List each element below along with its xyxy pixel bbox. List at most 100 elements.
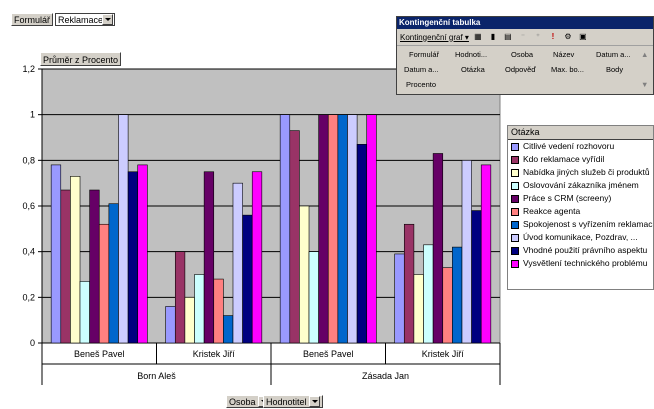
pivot-chart-menu[interactable]: Kontingenční graf ▾ xyxy=(400,32,469,42)
bar xyxy=(394,253,405,344)
group-label: Born Aleš xyxy=(137,371,176,381)
y-tick-label: 0,6 xyxy=(22,201,35,211)
bar xyxy=(174,251,186,344)
format-report-icon[interactable]: ▦ xyxy=(474,32,482,41)
pivot-table-icon[interactable]: ▤ xyxy=(504,32,512,41)
chevron-down-icon[interactable] xyxy=(308,396,320,407)
toolbar-field[interactable]: Název xyxy=(553,50,575,59)
toolbar-field[interactable]: Odpověď xyxy=(505,65,536,74)
bar xyxy=(251,171,263,344)
toolbar-field[interactable]: Osoba xyxy=(511,50,534,59)
legend-swatch xyxy=(511,194,519,203)
legend-item: Reakce agenta xyxy=(508,205,653,218)
legend-label: Kdo reklamace vyřídil xyxy=(523,154,605,164)
bar xyxy=(60,189,71,344)
bar xyxy=(50,164,62,344)
legend-swatch xyxy=(511,142,519,151)
bar xyxy=(70,176,81,344)
legend-swatch xyxy=(511,220,519,229)
bar xyxy=(308,251,319,344)
bar xyxy=(98,223,110,344)
bar xyxy=(165,306,176,344)
scroll-down-icon[interactable]: ▼ xyxy=(641,80,649,89)
field-list-icon[interactable]: ▣ xyxy=(579,32,587,41)
bar xyxy=(442,267,453,344)
bar xyxy=(356,144,368,344)
legend-swatch xyxy=(511,155,519,164)
bar xyxy=(213,278,224,344)
legend-item: Práce s CRM (screeny) xyxy=(508,192,653,205)
bar xyxy=(318,114,329,344)
y-tick-label: 0,4 xyxy=(22,247,35,257)
x-tick-label: Kristek Jiří xyxy=(193,349,236,359)
legend-item: Vysvětlení technického problému xyxy=(508,257,653,270)
bar xyxy=(279,114,291,344)
bar xyxy=(242,214,253,344)
bar xyxy=(413,274,424,344)
chart-wizard-icon[interactable]: ▮ xyxy=(490,32,496,41)
chevron-down-icon[interactable] xyxy=(102,14,113,25)
legend-swatch xyxy=(511,233,519,242)
row-field-hodnotitel[interactable]: Hodnotitel xyxy=(263,395,323,408)
toolbar-title: Kontingenční tabulka xyxy=(397,17,653,29)
legend-swatch xyxy=(511,168,519,177)
bar xyxy=(118,114,129,344)
legend-label: Citlivé vedení rozhovoru xyxy=(523,141,615,151)
bar xyxy=(232,182,243,344)
legend-swatch xyxy=(511,207,519,216)
toolbar-field[interactable]: Otázka xyxy=(461,65,485,74)
x-tick-label: Beneš Pavel xyxy=(74,349,125,359)
toolbar-field[interactable]: Datum a... xyxy=(404,65,439,74)
y-tick-label: 1,2 xyxy=(22,64,35,74)
hide-detail-icon[interactable]: ⁻ xyxy=(520,32,526,41)
bar xyxy=(403,223,415,344)
toolbar-row: Kontingenční graf ▾ ▦ ▮ ▤ ⁻ ⁺ ! ⚙ ▣ xyxy=(397,29,653,46)
legend-swatch xyxy=(511,246,519,255)
toolbar-field[interactable]: Datum a... xyxy=(596,50,631,59)
legend-item: Vhodné použití právního aspektu xyxy=(508,244,653,257)
toolbar-field[interactable]: Max. bo... xyxy=(551,65,584,74)
bar xyxy=(461,160,472,344)
bar xyxy=(203,171,215,344)
bar xyxy=(452,246,463,344)
bar xyxy=(480,164,492,344)
filter-value-select[interactable]: Reklamace xyxy=(55,13,115,26)
legend-swatch xyxy=(511,259,519,268)
field-settings-icon[interactable]: ⚙ xyxy=(564,32,572,41)
row-field-osoba-label: Osoba xyxy=(229,397,256,407)
toolbar-field[interactable]: Procento xyxy=(406,80,437,89)
x-tick-label: Kristek Jiří xyxy=(422,349,465,359)
bar xyxy=(366,114,377,344)
bar xyxy=(347,114,358,344)
bar xyxy=(289,130,300,344)
show-detail-icon[interactable]: ⁺ xyxy=(535,32,541,41)
filter-field-button[interactable]: Formulář xyxy=(11,13,54,26)
bar xyxy=(223,315,234,344)
refresh-icon[interactable]: ! xyxy=(551,32,555,41)
bar xyxy=(127,171,139,344)
legend-header[interactable]: Otázka xyxy=(508,126,653,140)
legend: Otázka Citlivé vedení rozhovoru Kdo rekla… xyxy=(507,125,654,290)
legend-label: Úvod komunikace, Pozdrav, ... xyxy=(523,232,638,242)
legend-label: Nabídka jiných služeb či produktů xyxy=(523,167,650,177)
y-tick-label: 0,8 xyxy=(22,155,35,165)
legend-label: Vysvětlení technického problému xyxy=(523,258,648,268)
legend-items: Citlivé vedení rozhovoru Kdo reklamace vy… xyxy=(508,140,653,270)
legend-item: Nabídka jiných služeb či produktů xyxy=(508,166,653,179)
legend-label: Práce s CRM (screeny) xyxy=(523,193,612,203)
data-field-button[interactable]: Průměr z Procento xyxy=(40,52,122,66)
bar xyxy=(89,189,100,344)
bar xyxy=(337,114,348,344)
legend-label: Spokojenost s vyřízením reklamac xyxy=(523,219,653,229)
toolbar-field[interactable]: Formulář xyxy=(409,50,440,59)
legend-title: Otázka xyxy=(511,127,540,137)
y-tick-label: 1 xyxy=(30,110,35,120)
y-tick-label: 0,2 xyxy=(22,292,35,302)
bar xyxy=(79,281,90,344)
scroll-up-icon[interactable]: ▲ xyxy=(641,50,649,59)
toolbar-field[interactable]: Hodnoti... xyxy=(455,50,488,59)
bar xyxy=(194,274,205,344)
toolbar-field[interactable]: Body xyxy=(606,65,624,74)
bar xyxy=(108,203,119,344)
